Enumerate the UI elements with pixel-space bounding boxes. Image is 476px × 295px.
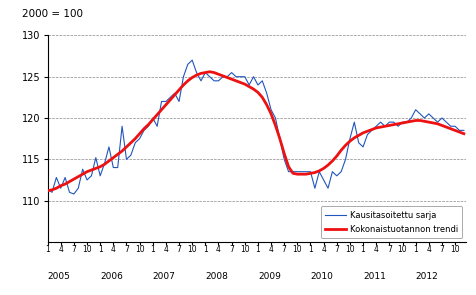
Kokonaistuotannon trendi: [273, 124, 278, 127]
Kokonaistuotannon trendi: [163, 103, 169, 106]
Text: 2005: 2005: [48, 273, 70, 281]
Kausitasoitettu sarja: [168, 96, 173, 99]
Text: 2007: 2007: [153, 273, 176, 281]
Kokonaistuotannon trendi: [207, 70, 213, 73]
Kokonaistuotannon trendi: [259, 96, 265, 99]
Kausitasoitettu sarja: [189, 58, 195, 62]
Legend: Kausitasoitettu sarja, Kokonaistuotannon trendi: Kausitasoitettu sarja, Kokonaistuotannon…: [321, 206, 462, 238]
Text: 2006: 2006: [100, 273, 123, 281]
Text: 2010: 2010: [310, 273, 333, 281]
Kausitasoitettu sarja: [233, 75, 239, 78]
Kokonaistuotannon trendi: [229, 77, 235, 81]
Text: 2000 = 100: 2000 = 100: [22, 9, 83, 19]
Kokonaistuotannon trendi: [102, 163, 108, 166]
Kokonaistuotannon trendi: [45, 189, 50, 192]
Kausitasoitettu sarja: [461, 129, 466, 132]
Kausitasoitettu sarja: [45, 187, 50, 191]
Line: Kausitasoitettu sarja: Kausitasoitettu sarja: [48, 60, 464, 194]
Text: 2009: 2009: [258, 273, 281, 281]
Kokonaistuotannon trendi: [430, 121, 436, 125]
Line: Kokonaistuotannon trendi: Kokonaistuotannon trendi: [48, 72, 464, 191]
Text: 2008: 2008: [205, 273, 228, 281]
Kausitasoitettu sarja: [71, 192, 77, 196]
Kokonaistuotannon trendi: [461, 132, 466, 135]
Kausitasoitettu sarja: [106, 145, 112, 149]
Kausitasoitettu sarja: [277, 137, 283, 140]
Text: 2011: 2011: [363, 273, 386, 281]
Kausitasoitettu sarja: [435, 120, 440, 124]
Kausitasoitettu sarja: [264, 91, 269, 95]
Text: 2012: 2012: [416, 273, 438, 281]
